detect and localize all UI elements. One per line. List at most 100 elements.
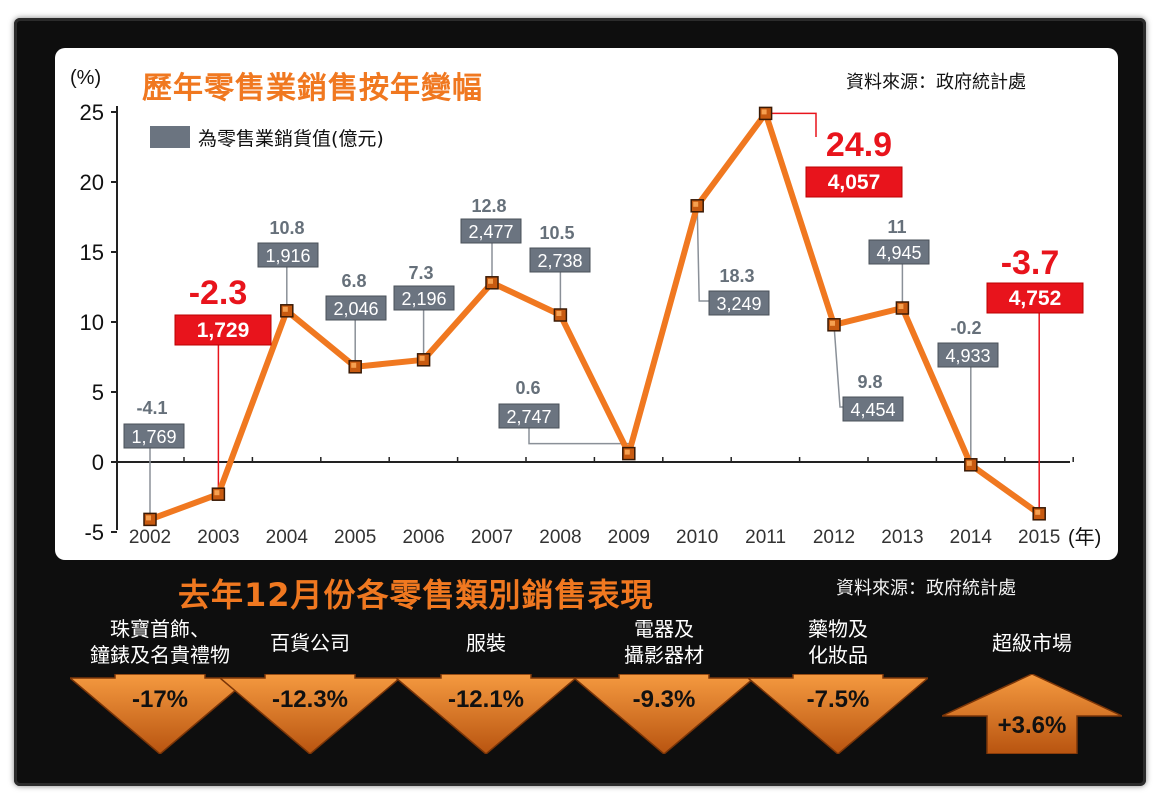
section-source: 資料來源：政府統計處 [836, 578, 1016, 599]
sales-value-label: 4,933 [945, 346, 990, 366]
category-label-line2: 鐘錶及名貴禮物 [90, 643, 230, 667]
category-label-line1: 電器及 [634, 617, 694, 641]
legend-swatch [150, 126, 190, 148]
pct-change-label: 10.8 [269, 218, 304, 238]
pct-change-label: -2.3 [189, 274, 248, 312]
sales-value-label: 2,738 [537, 251, 582, 271]
sales-value-label: 4,057 [828, 171, 881, 194]
sales-value-label: 1,916 [265, 246, 310, 266]
y-tick-label: 20 [80, 170, 104, 195]
x-tick-label: 2010 [676, 527, 718, 548]
pct-change-label: 9.8 [857, 372, 882, 392]
pct-change-label: 12.8 [471, 196, 506, 216]
sales-value-label: 1,769 [131, 427, 176, 447]
legend: 為零售業銷貨值(億元) [150, 126, 384, 150]
data-point-highlight [693, 201, 699, 207]
data-point-highlight [282, 306, 288, 312]
category-change-value: -12.1% [447, 686, 525, 713]
leader-line [528, 426, 629, 445]
pct-change-label: 0.6 [515, 378, 540, 398]
sales-value-label: 4,752 [1009, 287, 1062, 310]
data-point-highlight [966, 460, 972, 466]
arrow-up-icon: +3.6% [942, 674, 1122, 754]
y-ticks: 25 20 15 10 5 0 -5 [80, 100, 117, 545]
x-tick-label: 2008 [539, 527, 581, 548]
sales-value-box [123, 423, 185, 449]
leader-line [765, 112, 817, 137]
series-line-path [147, 110, 1043, 523]
arrow-down-icon: -12.3% [220, 674, 400, 754]
data-point-highlight [761, 109, 767, 115]
category-label-line2: 化妝品 [808, 643, 868, 667]
category-label: 藥物及 化妝品 [738, 616, 938, 668]
leader-line [696, 205, 709, 302]
category-section: 去年12月份各零售類別銷售表現 資料來源：政府統計處 珠寶首飾、 鐘錶及名貴禮物 -… [0, 560, 1167, 803]
sales-value-box [393, 285, 455, 311]
sales-value-box [842, 396, 904, 422]
data-markers [143, 106, 1046, 527]
leader-lines [149, 112, 1040, 520]
y-tick-label: 0 [92, 450, 104, 475]
sales-value-box [174, 314, 272, 346]
data-point-highlight [488, 278, 493, 284]
sales-value-box [708, 290, 770, 316]
section-title: 去年12月份各零售類別銷售表現 [178, 576, 654, 614]
axes [116, 106, 1070, 530]
sales-value-label: 2,046 [333, 299, 378, 319]
y-tick-label: 25 [80, 100, 104, 125]
y-tick-label: -5 [84, 520, 104, 545]
sales-value-label: 1,729 [197, 319, 250, 342]
x-tick-label: 2013 [881, 527, 923, 548]
data-point-highlight [146, 515, 151, 521]
sales-value-box [460, 218, 522, 244]
arrow-down-icon: -17% [70, 674, 250, 754]
pct-change-label: -0.2 [950, 318, 981, 338]
x-tick-label: 2002 [129, 527, 171, 548]
sales-value-label: 4,454 [850, 400, 895, 420]
data-point-highlight [214, 490, 220, 496]
data-point-highlight [419, 355, 425, 361]
x-tick-label: 2011 [745, 527, 786, 548]
category-label: 電器及 攝影器材 [564, 616, 764, 668]
category-label-line1: 百貨公司 [270, 631, 350, 655]
sales-value-box [868, 239, 930, 265]
x-tick-label: 2007 [471, 527, 513, 548]
sales-value-box [986, 282, 1084, 314]
category-label: 珠寶首飾、 鐘錶及名貴禮物 [60, 616, 260, 668]
x-tick-label: 2003 [197, 527, 239, 548]
category-label-line1: 藥物及 [808, 617, 868, 641]
sales-value-box [325, 295, 387, 321]
pct-change-label: 7.3 [408, 263, 433, 283]
category-label-line1: 服裝 [466, 631, 506, 655]
chart-source: 資料來源：政府統計處 [846, 72, 1026, 93]
chart-title: 歷年零售業銷售按年變幅 [142, 71, 483, 106]
sales-value-label: 2,747 [506, 407, 551, 427]
pct-change-label: -4.1 [136, 398, 167, 418]
category-change-value: -9.3% [632, 686, 696, 713]
y-unit-label: (%) [70, 67, 101, 89]
legend-label: 為零售業銷貨值(億元) [198, 128, 384, 150]
category-label: 服裝 [386, 630, 586, 656]
category-label: 超級市場 [932, 630, 1132, 656]
x-unit-label: (年) [1068, 526, 1101, 549]
x-tick-label: 2015 [1018, 527, 1060, 548]
category-label-line1: 超級市場 [992, 631, 1072, 655]
sales-value-box [257, 242, 319, 268]
x-tick-label: 2005 [334, 527, 376, 548]
pct-change-label: -3.7 [1001, 244, 1060, 282]
category-change-value: -7.5% [806, 686, 870, 713]
data-point-highlight [1035, 509, 1041, 515]
data-point-highlight [351, 362, 357, 368]
leader-line [833, 324, 843, 408]
pct-change-label: 6.8 [341, 271, 366, 291]
x-tick-label: 2006 [402, 527, 444, 548]
category-change-value: +3.6% [997, 712, 1067, 739]
y-tick-label: 15 [80, 240, 104, 265]
x-tick-label: 2009 [608, 527, 650, 548]
x-ticks: 2002 2003 2004 2005 2006 2007 2008 2009 2010 2011… [129, 457, 1074, 548]
category-change-value: -12.3% [271, 686, 349, 713]
sales-value-box [805, 166, 903, 198]
data-point-highlight [898, 304, 904, 309]
arrow-down-icon: -12.1% [396, 674, 576, 754]
pct-change-label: 24.9 [826, 126, 892, 164]
